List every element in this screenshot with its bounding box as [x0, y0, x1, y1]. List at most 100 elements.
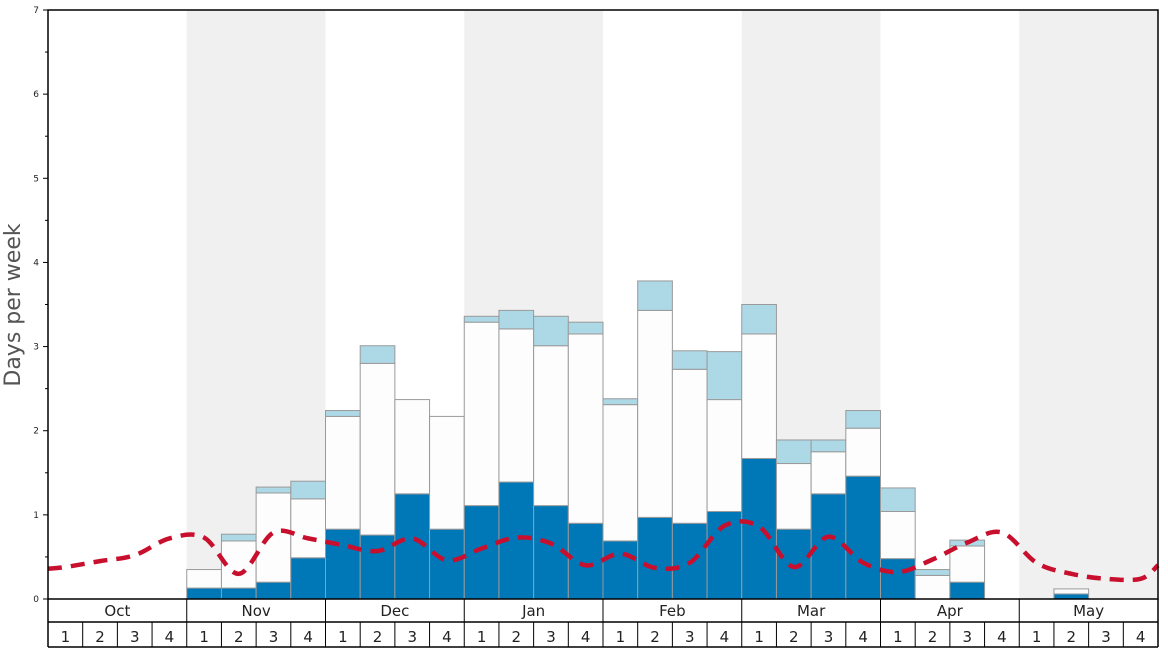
- bar-middle-24: [845, 427, 881, 477]
- bar-bottom-18: [637, 516, 673, 600]
- bar-bottom-22: [775, 528, 812, 600]
- month-label-oct: Oct: [104, 602, 130, 620]
- week-label: 1: [893, 628, 903, 646]
- bar-middle-5: [186, 569, 222, 589]
- bar-top-17: [602, 398, 639, 406]
- week-label: 4: [165, 628, 175, 646]
- average-line: [47, 519, 1160, 583]
- week-label: 1: [199, 628, 209, 646]
- bar-middle-21: [741, 333, 777, 459]
- bar-top-14: [498, 309, 535, 330]
- week-label: 1: [477, 628, 487, 646]
- bar-top-23: [810, 439, 847, 453]
- bar-top-13: [463, 315, 500, 323]
- x-axis: Oct 1 2 3 4 Nov 1 2 3 4 Dec 1 2 3 4 Jan 1 2 3 4 Feb 1 2 3 4 Mar 1 2…: [47, 599, 1159, 648]
- week-label: 1: [616, 628, 626, 646]
- week-label: 1: [61, 628, 71, 646]
- bar-bottom-7: [255, 581, 292, 600]
- y-tick-label: 1: [33, 511, 39, 521]
- week-label: 4: [1136, 628, 1146, 646]
- week-label: 3: [962, 628, 972, 646]
- bar-bottom-12: [429, 528, 465, 600]
- bar-middle-10: [359, 362, 396, 536]
- bars: [186, 280, 1090, 600]
- week-label: 2: [1067, 628, 1077, 646]
- month-label-feb: Feb: [659, 602, 686, 620]
- bar-middle-15: [533, 345, 569, 507]
- bar-bottom-8: [290, 557, 326, 600]
- week-label: 4: [858, 628, 868, 646]
- bar-bottom-6: [220, 587, 257, 600]
- bar-top-22: [775, 439, 812, 465]
- bar-top-6: [220, 533, 257, 542]
- week-label: 3: [546, 628, 556, 646]
- bar-top-8: [290, 480, 326, 500]
- week-label: 2: [234, 628, 244, 646]
- bar-middle-19: [671, 368, 708, 524]
- bar-middle-20: [706, 399, 743, 512]
- bar-top-25: [880, 487, 916, 512]
- month-label-apr: Apr: [937, 602, 964, 620]
- bar-bottom-16: [567, 522, 604, 600]
- bar-middle-12: [429, 415, 465, 530]
- week-label: 3: [685, 628, 695, 646]
- bar-bottom-9: [325, 528, 361, 600]
- bar-middle-9: [325, 415, 361, 530]
- bar-middle-7: [255, 492, 292, 583]
- bar-top-21: [741, 304, 777, 335]
- week-label: 2: [789, 628, 799, 646]
- bar-middle-14: [498, 328, 535, 483]
- bar-middle-11: [394, 399, 431, 495]
- bar-top-26: [914, 569, 951, 576]
- bar-top-20: [706, 351, 743, 401]
- bar-bottom-5: [186, 587, 222, 600]
- y-tick-label: 6: [33, 90, 39, 100]
- bar-top-7: [255, 486, 292, 494]
- y-axis: 0 1 2 3 4 5 6 7: [33, 6, 48, 605]
- week-label: 4: [581, 628, 591, 646]
- week-label: 1: [754, 628, 764, 646]
- bar-bottom-23: [810, 493, 847, 600]
- bar-middle-27: [949, 545, 986, 583]
- month-label-may: May: [1073, 602, 1104, 620]
- bar-bottom-21: [741, 457, 777, 600]
- week-label: 3: [269, 628, 279, 646]
- bar-middle-13: [463, 321, 500, 507]
- bar-bottom-13: [463, 505, 500, 600]
- month-label-jan: Jan: [521, 602, 545, 620]
- bar-top-18: [637, 280, 673, 311]
- week-label: 3: [407, 628, 417, 646]
- y-tick-label: 5: [33, 174, 39, 184]
- bar-middle-23: [810, 451, 847, 495]
- y-tick-label: 0: [33, 595, 39, 605]
- week-label: 4: [303, 628, 313, 646]
- y-axis-title: Days per week: [1, 223, 26, 386]
- bar-bottom-27: [949, 581, 986, 600]
- week-label: 2: [650, 628, 660, 646]
- bar-top-9: [325, 410, 361, 417]
- bar-middle-18: [637, 309, 673, 518]
- week-label: 3: [1101, 628, 1111, 646]
- week-label: 2: [512, 628, 522, 646]
- bar-middle-30: [1053, 588, 1090, 595]
- week-label: 4: [442, 628, 452, 646]
- bar-top-24: [845, 410, 881, 429]
- week-label: 4: [997, 628, 1007, 646]
- week-label: 1: [1032, 628, 1042, 646]
- month-shading: [186, 10, 1158, 599]
- bar-middle-22: [775, 463, 812, 530]
- bar-middle-17: [602, 404, 639, 542]
- month-label-nov: Nov: [241, 602, 270, 620]
- bar-middle-8: [290, 498, 326, 559]
- week-label: 1: [338, 628, 348, 646]
- week-label: 2: [928, 628, 938, 646]
- month-label-dec: Dec: [380, 602, 409, 620]
- bar-top-19: [671, 350, 708, 370]
- week-label: 3: [824, 628, 834, 646]
- bar-bottom-25: [880, 558, 916, 600]
- y-tick-label: 4: [33, 258, 39, 268]
- average-line-path: [47, 519, 1160, 583]
- bar-top-10: [359, 345, 396, 364]
